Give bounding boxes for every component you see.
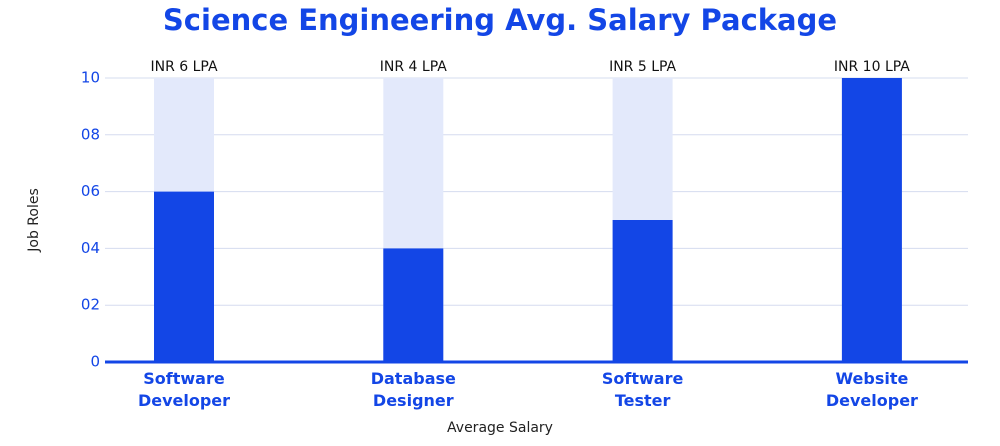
value-label: INR 10 LPA: [834, 59, 910, 75]
bar: [612, 220, 673, 362]
value-label: INR 6 LPA: [150, 59, 217, 75]
bar: [841, 78, 902, 362]
y-tick-label: 0: [90, 353, 100, 371]
y-tick-label: 10: [81, 69, 100, 87]
y-axis-title: Job Roles: [26, 188, 42, 253]
y-tick-label: 08: [81, 125, 100, 143]
y-tick-label: 06: [81, 182, 100, 200]
chart-title: Science Engineering Avg. Salary Package: [163, 3, 837, 37]
bar: [383, 248, 444, 362]
x-axis-title: Average Salary: [447, 420, 553, 436]
x-tick-label: Software Developer: [137, 369, 231, 410]
x-tick-label: Software Tester: [601, 369, 684, 410]
x-tick-label: Database Designer: [370, 369, 456, 410]
value-label: INR 5 LPA: [609, 59, 676, 75]
x-tick-label: Website Developer: [825, 369, 918, 410]
y-tick-label: 02: [81, 296, 100, 314]
y-tick-label: 04: [81, 239, 100, 257]
value-label: INR 4 LPA: [380, 59, 447, 75]
bar: [154, 191, 214, 362]
